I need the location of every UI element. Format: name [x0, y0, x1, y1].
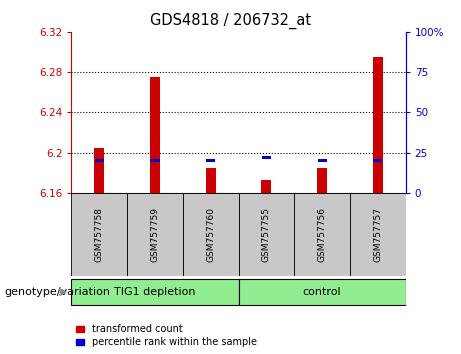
Bar: [238, 279, 406, 305]
Bar: [294, 193, 350, 276]
Bar: [183, 193, 238, 276]
Bar: [262, 156, 271, 159]
Text: GSM757755: GSM757755: [262, 207, 271, 262]
Bar: [350, 193, 406, 276]
Bar: [95, 148, 104, 193]
Bar: [261, 180, 272, 193]
Bar: [318, 159, 327, 162]
Text: GDS4818 / 206732_at: GDS4818 / 206732_at: [150, 12, 311, 29]
Bar: [71, 193, 127, 276]
Bar: [150, 159, 160, 162]
Bar: [127, 193, 183, 276]
Bar: [238, 193, 294, 276]
Bar: [373, 57, 383, 193]
Bar: [95, 159, 104, 162]
Text: control: control: [303, 287, 342, 297]
Bar: [206, 168, 216, 193]
Bar: [150, 77, 160, 193]
Text: GSM757759: GSM757759: [150, 207, 160, 262]
Text: GSM757757: GSM757757: [373, 207, 382, 262]
Text: GSM757758: GSM757758: [95, 207, 104, 262]
Bar: [206, 159, 215, 162]
Text: TIG1 depletion: TIG1 depletion: [114, 287, 196, 297]
Text: genotype/variation: genotype/variation: [5, 287, 111, 297]
Bar: [373, 159, 382, 162]
Bar: [71, 279, 239, 305]
Text: GSM757760: GSM757760: [206, 207, 215, 262]
Legend: transformed count, percentile rank within the sample: transformed count, percentile rank withi…: [77, 325, 257, 347]
Text: GSM757756: GSM757756: [318, 207, 327, 262]
Bar: [317, 168, 327, 193]
